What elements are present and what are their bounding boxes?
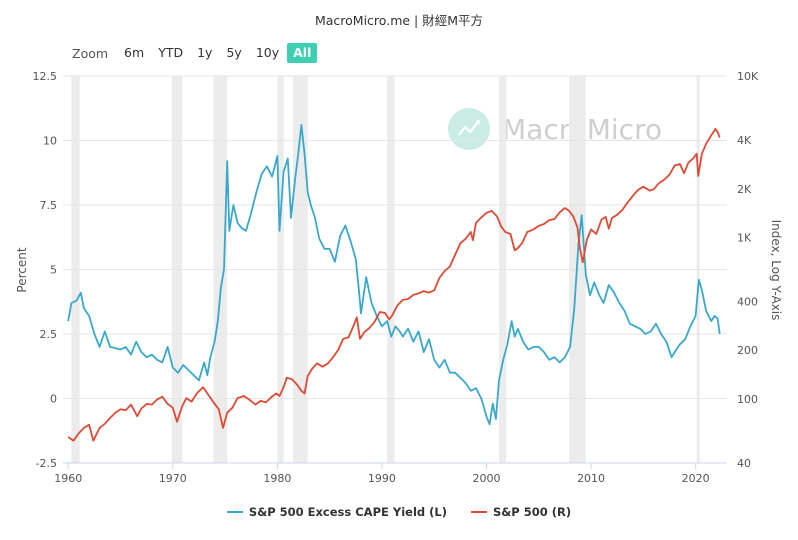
x-tick-label: 1990 — [368, 472, 396, 485]
legend-item-sp500[interactable]: S&P 500 (R) — [470, 505, 572, 519]
axes: -2.5 0 2.5 5 7.5 10 12.5 40 100 200 400 1K 2K 4K 10K 19… — [33, 70, 759, 485]
legend-swatch-cape — [226, 511, 243, 513]
x-tick-label: 1970 — [159, 472, 187, 485]
x-tick-label: 1960 — [54, 472, 82, 485]
y-axis-left-label: Percent — [15, 247, 29, 292]
y-axis-right-label: Index, Log Y-Axis — [769, 220, 783, 321]
y-right-tick-label: 10K — [737, 70, 759, 83]
x-tick-label: 2000 — [472, 472, 500, 485]
y-left-tick-label: 12.5 — [33, 70, 58, 83]
gridlines — [63, 75, 727, 464]
zoom-ytd-button[interactable]: YTD — [158, 45, 184, 60]
y-left-tick-label: 10 — [43, 135, 57, 148]
y-right-tick-label: 4K — [737, 134, 752, 147]
y-right-tick-label: 2K — [737, 183, 752, 196]
legend: S&P 500 Excess CAPE Yield (L) S&P 500 (R… — [0, 505, 798, 519]
zoom-6m-button[interactable]: 6m — [124, 45, 145, 60]
x-tick-label: 1980 — [263, 472, 291, 485]
zoom-1y-button[interactable]: 1y — [197, 45, 213, 60]
series-lines — [67, 124, 721, 442]
watermark-logo-icon — [448, 108, 490, 150]
zoom-5y-button[interactable]: 5y — [226, 45, 242, 60]
zoom-10y-button[interactable]: 10y — [255, 45, 280, 60]
legend-swatch-sp500 — [470, 511, 487, 513]
y-right-tick-label: 100 — [737, 393, 758, 406]
y-left-tick-label: 7.5 — [40, 199, 58, 212]
y-right-tick-label: 40 — [737, 457, 751, 470]
zoom-label: Zoom — [72, 45, 109, 61]
legend-label-cape: S&P 500 Excess CAPE Yield (L) — [248, 505, 447, 519]
x-tick-label: 2020 — [682, 472, 710, 485]
source-title: MacroMicro.me | 財經M平方 — [314, 13, 484, 28]
x-tick-label: 2010 — [577, 472, 605, 485]
legend-item-cape[interactable]: S&P 500 Excess CAPE Yield (L) — [226, 505, 447, 519]
y-left-tick-label: -2.5 — [36, 457, 57, 470]
y-right-tick-label: 400 — [737, 296, 758, 309]
series-line-cape-yield — [67, 124, 721, 426]
y-right-tick-label: 1K — [737, 231, 752, 244]
y-right-tick-label: 200 — [737, 344, 758, 357]
y-left-tick-label: 5 — [50, 264, 57, 277]
zoom-all-button[interactable]: All — [287, 43, 318, 63]
y-left-tick-label: 0 — [50, 393, 57, 406]
y-left-tick-label: 2.5 — [40, 328, 58, 341]
series-line-sp500 — [67, 128, 721, 442]
legend-label-sp500: S&P 500 (R) — [492, 505, 572, 519]
zoom-bar: Zoom 6m YTD 1y 5y 10y All — [72, 42, 319, 64]
